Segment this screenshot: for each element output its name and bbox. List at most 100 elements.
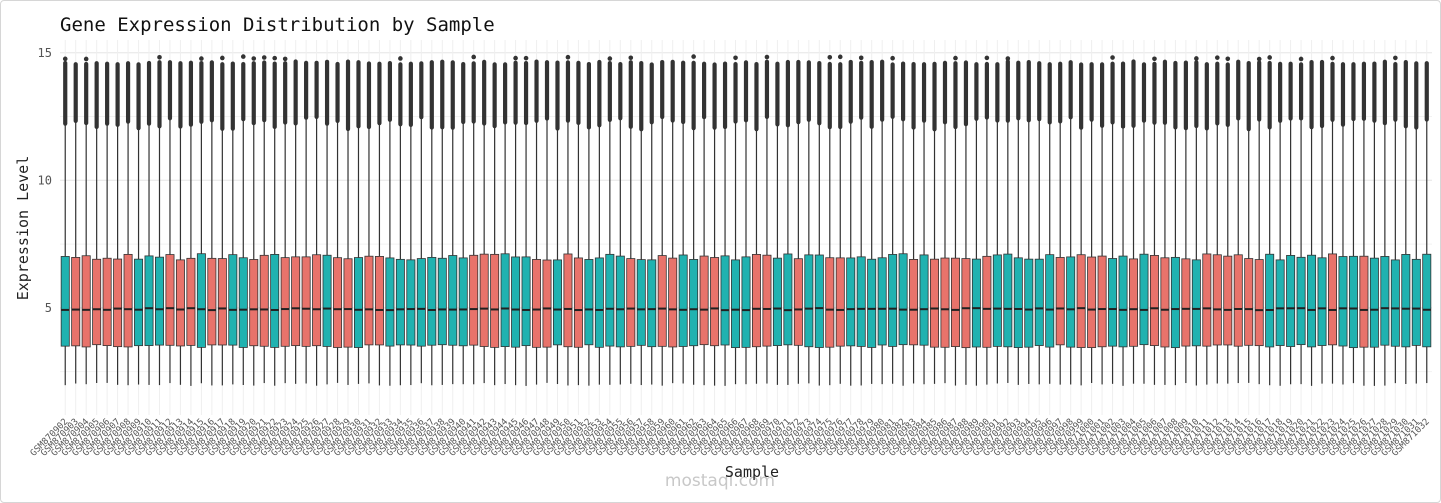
sample-box-GSM870965 — [720, 61, 730, 386]
sample-box-GSM870973 — [804, 60, 814, 384]
sample-box-GSM871010 — [1191, 56, 1201, 386]
sample-box-GSM870995 — [1034, 61, 1044, 385]
box-iqr — [113, 258, 123, 348]
sample-box-GSM870991 — [992, 62, 1002, 384]
box-iqr — [469, 254, 479, 346]
sample-box-GSM871019 — [1286, 61, 1296, 385]
box-iqr — [762, 254, 772, 347]
box-iqr — [950, 257, 960, 347]
box-iqr — [877, 257, 887, 346]
outlier-point — [691, 54, 696, 59]
box-iqr — [1034, 258, 1044, 346]
sample-box-GSM870990 — [982, 55, 992, 385]
sample-box-GSM870914 — [186, 60, 196, 386]
box-iqr — [772, 257, 782, 346]
outlier-point — [471, 54, 476, 60]
y-axis-label: Expression Level — [14, 156, 32, 301]
outlier-point — [282, 56, 288, 62]
outlier-point — [398, 56, 403, 61]
sample-box-GSM871026 — [1359, 61, 1369, 386]
outlier-point — [827, 54, 833, 60]
box-iqr — [448, 255, 458, 346]
sample-box-GSM870939 — [448, 60, 458, 385]
sample-box-GSM870982 — [898, 61, 908, 386]
box-iqr — [825, 257, 835, 348]
sample-box-GSM870983 — [909, 62, 919, 384]
outlier-point — [251, 56, 257, 61]
box-iqr — [280, 257, 290, 347]
box-iqr — [542, 259, 552, 348]
box-iqr — [1160, 257, 1170, 348]
sample-box-GSM870971 — [783, 59, 793, 385]
sample-box-GSM871013 — [1223, 56, 1233, 384]
box-iqr — [731, 259, 741, 349]
box-iqr — [102, 257, 112, 346]
sample-box-GSM871018 — [1275, 61, 1285, 386]
box-iqr — [1328, 253, 1337, 346]
outlier-point — [513, 55, 518, 61]
sample-box-GSM871017 — [1265, 55, 1275, 386]
box-iqr — [930, 258, 940, 348]
sample-box-GSM871020 — [1296, 56, 1306, 385]
box-iqr — [1212, 254, 1222, 346]
box-iqr — [856, 256, 866, 347]
sample-box-GSM870940 — [458, 62, 468, 385]
sample-box-GSM870932 — [374, 61, 384, 386]
box-iqr — [1003, 253, 1013, 348]
sample-box-GSM870975 — [825, 54, 835, 386]
sample-box-GSM870956 — [626, 55, 636, 384]
box-iqr — [1055, 257, 1065, 346]
sample-box-GSM870919 — [238, 54, 248, 386]
box-iqr — [1076, 254, 1086, 348]
outlier-point — [62, 56, 68, 62]
sample-box-GSM870910 — [144, 60, 154, 385]
box-iqr — [1338, 256, 1348, 347]
box-iqr — [1307, 254, 1317, 348]
sample-box-GSM870986 — [940, 60, 950, 384]
box-iqr — [416, 258, 426, 347]
box-iqr — [751, 253, 761, 348]
box-iqr — [699, 255, 709, 346]
sample-box-GSM870931 — [364, 61, 374, 384]
sample-box-GSM870962 — [689, 54, 699, 385]
box-iqr — [584, 259, 594, 346]
sample-box-GSM870944 — [500, 62, 510, 385]
sample-box-GSM871005 — [1139, 62, 1149, 384]
sample-box-GSM870918 — [228, 61, 238, 385]
sample-box-GSM871032 — [1422, 61, 1432, 384]
outlier-point — [1267, 55, 1272, 60]
sample-box-GSM871016 — [1254, 56, 1264, 385]
box-iqr — [647, 259, 657, 348]
sample-box-GSM870988 — [961, 60, 971, 385]
outlier-point — [157, 54, 162, 60]
box-iqr — [134, 258, 144, 347]
sample-box-GSM870976 — [835, 54, 845, 384]
watermark-text: mostaql.com — [665, 471, 775, 491]
sample-box-GSM870948 — [542, 60, 552, 383]
sample-box-GSM870921 — [259, 55, 269, 384]
box-iqr — [322, 254, 332, 347]
sample-box-GSM870966 — [731, 55, 741, 385]
box-iqr — [909, 259, 919, 346]
box-iqr — [982, 255, 992, 348]
sample-box-GSM870960 — [668, 59, 678, 384]
outlier-point — [1256, 56, 1262, 62]
sample-box-GSM870963 — [699, 61, 709, 386]
box-iqr — [689, 259, 699, 347]
box-iqr — [1024, 258, 1034, 348]
outlier-point — [953, 55, 958, 61]
box-iqr — [479, 253, 489, 347]
sample-box-GSM870903 — [71, 62, 81, 384]
sample-box-GSM871007 — [1160, 59, 1170, 385]
sample-box-GSM870989 — [971, 62, 981, 386]
box-iqr — [364, 255, 374, 346]
box-iqr — [196, 253, 206, 348]
box-iqr — [605, 253, 615, 347]
box-iqr — [1369, 257, 1379, 348]
sample-box-GSM870967 — [741, 60, 751, 385]
sample-box-GSM871014 — [1233, 59, 1243, 384]
sample-box-GSM870952 — [584, 61, 594, 386]
box-iqr — [1181, 258, 1191, 347]
sample-box-GSM870985 — [930, 61, 940, 384]
